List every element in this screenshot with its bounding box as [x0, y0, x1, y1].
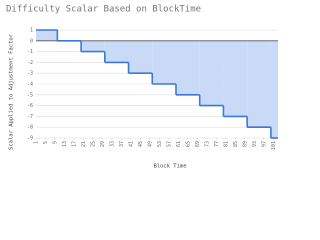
x-tick-label: 89 [242, 141, 248, 147]
y-tick-label: -4 [27, 82, 33, 88]
x-tick-label: 97 [261, 141, 267, 147]
y-tick-label: -9 [27, 136, 33, 142]
chart: Difficulty Scalar Based on BlockTime Blo… [6, 5, 278, 170]
step-area [247, 40, 271, 128]
step-area [223, 40, 248, 117]
step-area [36, 30, 58, 41]
x-tick-label: 53 [157, 141, 163, 147]
y-tick-label: -2 [27, 60, 33, 66]
x-tick-label: 25 [90, 141, 96, 147]
x-tick-label: 13 [62, 141, 68, 147]
x-tick-label: 93 [252, 141, 258, 147]
x-axis-label: Block Time [153, 164, 186, 170]
y-tick-label: -3 [27, 71, 33, 77]
step-area [199, 40, 224, 106]
x-tick-label: 41 [128, 141, 134, 147]
x-tick-label: 69 [195, 141, 201, 147]
x-tick-label: 5 [43, 141, 49, 144]
x-tick-label: 37 [119, 141, 125, 147]
page: {"chart_data": {"type": "step", "title":… [6, 4, 278, 170]
x-tick-label: 29 [100, 141, 106, 147]
x-tick-label: 9 [52, 141, 58, 144]
x-tick-label: 33 [109, 141, 115, 147]
step-area [175, 40, 200, 95]
x-tick-label: 21 [81, 141, 87, 147]
y-tick-label: 0 [30, 38, 33, 44]
y-tick-label: -8 [27, 125, 33, 131]
x-tick-label: 61 [176, 141, 182, 147]
x-tick-label: 85 [233, 141, 239, 147]
x-tick-label: 101 [271, 141, 277, 150]
step-area [270, 40, 278, 138]
y-tick-label: 1 [30, 28, 33, 34]
step-area [104, 40, 129, 63]
y-tick-label: -5 [27, 92, 33, 98]
y-axis-label: Scalar Applied to Adjustment Factor [9, 33, 15, 150]
y-tick-label: -7 [27, 114, 33, 120]
step-area [128, 40, 153, 74]
x-tick-label: 65 [185, 141, 191, 147]
x-tick-label: 49 [147, 141, 153, 147]
x-tick-label: 17 [71, 141, 77, 147]
x-tick-label: 77 [214, 141, 220, 147]
step-area [81, 40, 105, 52]
x-tick-label: 45 [138, 141, 144, 147]
step-area [152, 40, 176, 84]
chart-title: Difficulty Scalar Based on BlockTime [6, 5, 201, 15]
x-tick-label: 81 [223, 141, 229, 147]
y-tick-label: -1 [27, 49, 33, 55]
y-tick-label: -6 [27, 103, 33, 109]
x-tick-label: 1 [34, 141, 40, 144]
x-tick-label: 73 [204, 141, 210, 147]
x-tick-label: 57 [166, 141, 172, 147]
